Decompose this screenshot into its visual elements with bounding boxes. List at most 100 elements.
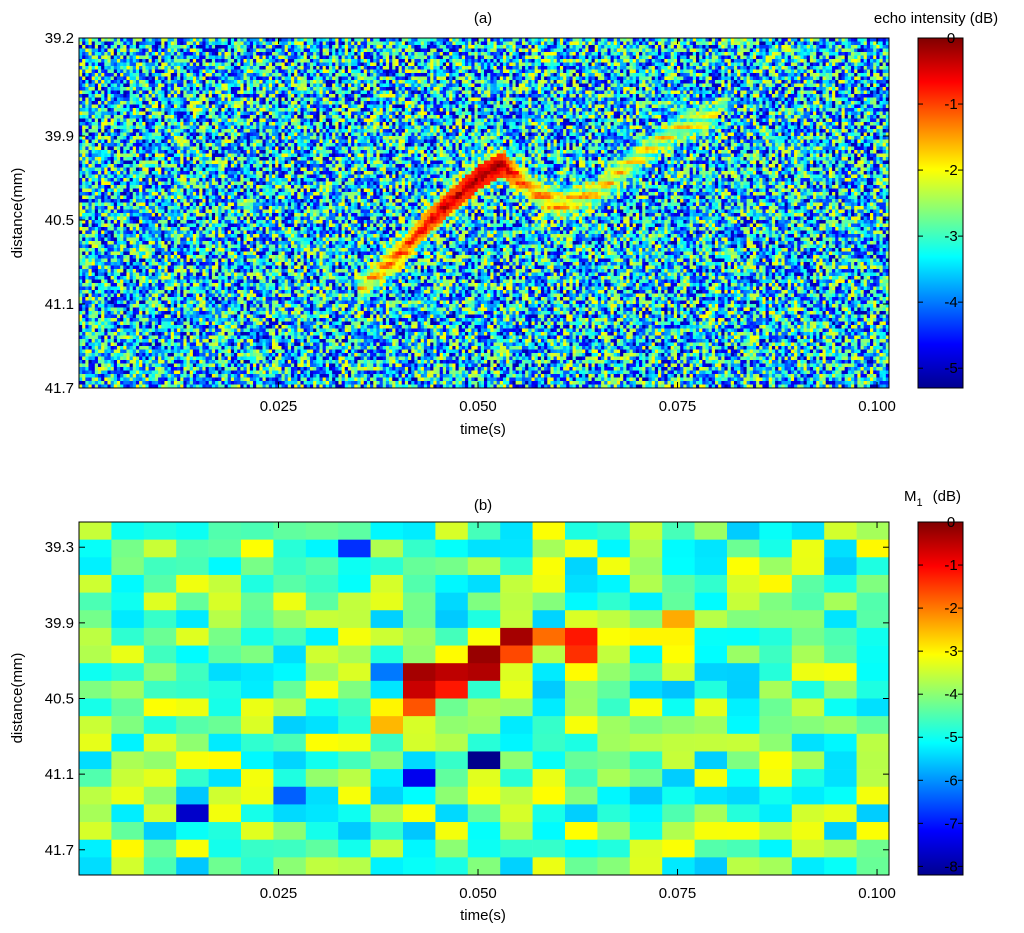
heatmap-a-cell <box>636 38 640 42</box>
heatmap-a-cell <box>876 56 880 60</box>
heatmap-a-cell <box>734 45 738 49</box>
heatmap-a-cell <box>835 49 839 53</box>
heatmap-a-cell <box>221 45 225 49</box>
heatmap-a-cell <box>702 45 706 49</box>
heatmap-a-cell <box>854 56 858 60</box>
heatmap-a-cell <box>98 59 102 63</box>
heatmap-a-cell <box>645 52 649 56</box>
heatmap-a-cell <box>329 49 333 53</box>
heatmap-a-cell <box>683 45 687 49</box>
heatmap-a-cell <box>462 49 466 53</box>
heatmap-a-cell <box>345 45 349 49</box>
heatmap-a-cell <box>300 56 304 60</box>
heatmap-a-cell <box>747 52 751 56</box>
heatmap-a-cell <box>712 42 716 46</box>
heatmap-a-cell <box>307 42 311 46</box>
heatmap-a-cell <box>259 52 263 56</box>
heatmap-a-cell <box>405 38 409 42</box>
heatmap-a-cell <box>579 45 583 49</box>
heatmap-a-cell <box>550 45 554 49</box>
heatmap-a-cell <box>114 45 118 49</box>
heatmap-a-cell <box>750 52 754 56</box>
heatmap-a-cell <box>364 42 368 46</box>
heatmap-a-cell <box>199 56 203 60</box>
heatmap-a-cell <box>443 49 447 53</box>
heatmap-a-cell <box>851 38 855 42</box>
heatmap-a-cell <box>126 38 130 42</box>
heatmap-a-cell <box>155 52 159 56</box>
heatmap-a-cell <box>319 52 323 56</box>
heatmap-a-cell <box>104 56 108 60</box>
heatmap-a-cell <box>465 52 469 56</box>
heatmap-a-cell <box>528 56 532 60</box>
heatmap-a-cell <box>250 42 254 46</box>
heatmap-a-cell <box>842 49 846 53</box>
heatmap-a-cell <box>579 49 583 53</box>
heatmap-a-cell <box>680 56 684 60</box>
heatmap-a-cell <box>98 42 102 46</box>
heatmap-a-cell <box>687 38 691 42</box>
heatmap-a-cell <box>259 45 263 49</box>
heatmap-a-cell <box>345 49 349 53</box>
heatmap-a-cell <box>212 45 216 49</box>
heatmap-a-cell <box>756 56 760 60</box>
heatmap-a-cell <box>446 56 450 60</box>
heatmap-a-cell <box>582 42 586 46</box>
heatmap-a-cell <box>500 45 504 49</box>
heatmap-a-cell <box>753 49 757 53</box>
heatmap-a-cell <box>838 45 842 49</box>
heatmap-a-cell <box>664 49 668 53</box>
heatmap-a-cell <box>680 52 684 56</box>
heatmap-a-cell <box>237 42 241 46</box>
heatmap-a-cell <box>724 56 728 60</box>
heatmap-a-cell <box>332 49 336 53</box>
heatmap-a-cell <box>316 38 320 42</box>
heatmap-a-cell <box>699 52 703 56</box>
heatmap-a-cell <box>509 38 513 42</box>
heatmap-a-cell <box>598 42 602 46</box>
heatmap-a-cell <box>348 56 352 60</box>
heatmap-a-cell <box>750 45 754 49</box>
heatmap-a-cell <box>724 45 728 49</box>
heatmap-a-cell <box>247 42 251 46</box>
heatmap-a-cell <box>721 38 725 42</box>
heatmap-a-cell <box>82 45 86 49</box>
heatmap-a-cell <box>509 52 513 56</box>
heatmap-a-cell <box>516 52 520 56</box>
heatmap-a-cell <box>250 52 254 56</box>
heatmap-a-cell <box>104 38 108 42</box>
heatmap-a-cell <box>240 49 244 53</box>
heatmap-a-cell <box>652 38 656 42</box>
heatmap-a-cell <box>427 52 431 56</box>
heatmap-a-cell <box>772 42 776 46</box>
heatmap-a-cell <box>130 45 134 49</box>
heatmap-a-cell <box>845 38 849 42</box>
heatmap-a-cell <box>601 38 605 42</box>
heatmap-a-cell <box>690 49 694 53</box>
heatmap-a-cell <box>212 49 216 53</box>
heatmap-a-cell <box>158 38 162 42</box>
heatmap-a-cell <box>456 45 460 49</box>
heatmap-a-cell <box>848 52 852 56</box>
heatmap-a-cell <box>569 38 573 42</box>
heatmap-a-cell <box>699 49 703 53</box>
heatmap-a-cell <box>180 45 184 49</box>
heatmap-a-cell <box>335 52 339 56</box>
heatmap-a-cell <box>778 42 782 46</box>
heatmap-a-cell <box>155 42 159 46</box>
heatmap-a-cell <box>79 52 83 56</box>
heatmap-a-cell <box>759 52 763 56</box>
heatmap-a-cell <box>576 56 580 60</box>
heatmap-a-cell <box>98 56 102 60</box>
heatmap-a-cell <box>85 38 89 42</box>
heatmap-a-cell <box>781 45 785 49</box>
heatmap-a-cell <box>326 52 330 56</box>
heatmap-a-cell <box>107 56 111 60</box>
heatmap-a-cell <box>300 52 304 56</box>
heatmap-a-cell <box>263 45 267 49</box>
heatmap-a-cell <box>864 49 868 53</box>
heatmap-a-cell <box>155 38 159 42</box>
heatmap-a-cell <box>835 52 839 56</box>
heatmap-a-cell <box>797 42 801 46</box>
heatmap-a-cell <box>446 45 450 49</box>
